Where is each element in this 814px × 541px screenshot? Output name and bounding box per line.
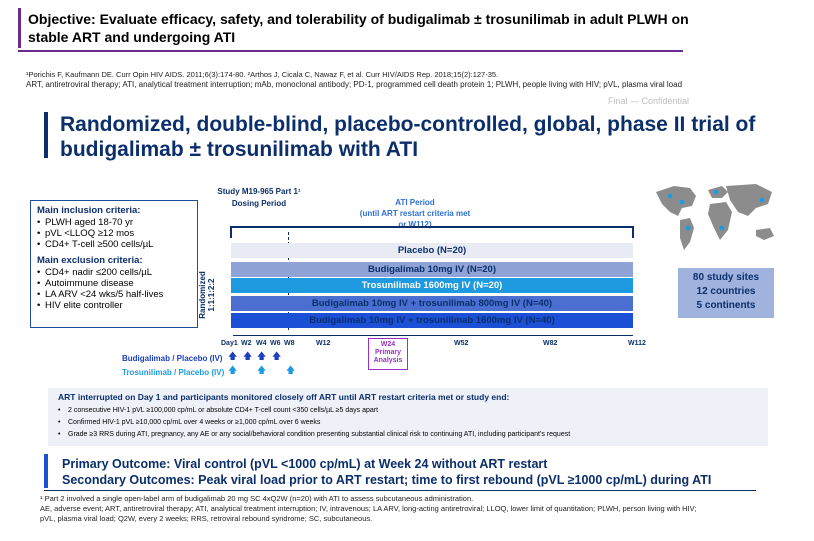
arm-trosunilimab: Trosunilimab 1600mg IV (N=20) [231, 278, 633, 293]
randomized-label-container: Randomized 1:1:1:2:2 [196, 262, 216, 322]
arm-combo-1600: Budigalimab 10mg IV + trosunilimab 1600m… [231, 313, 633, 328]
randomized-label: Randomized 1:1:1:2:2 [198, 271, 216, 319]
references: ¹Porichis F, Kaufmann DE. Curr Opin HIV … [26, 70, 806, 90]
ghost-watermark-text: Final — Confidential [608, 96, 690, 106]
arm-placebo: Placebo (N=20) [231, 243, 633, 258]
study-id: Study M19-965 Part 1¹ [217, 187, 301, 196]
secondary-outcome: Secondary Outcomes: Peak viral load prio… [62, 473, 712, 487]
exclusion-item: HIV elite controller [37, 300, 191, 311]
timeline-tick: W82 [543, 340, 558, 347]
inclusion-item: pVL <LLOQ ≥12 mos [37, 228, 191, 239]
stat-continents: 5 continents [696, 300, 756, 311]
arm-combo-800: Budigalimab 10mg IV + trosunilimab 800mg… [231, 296, 633, 311]
art-criteria-list: 2 consecutive HIV-1 pVL ≥100,000 cp/mL o… [58, 405, 758, 441]
inclusion-list: PLWH aged 18-70 yr pVL <LLOQ ≥12 mos CD4… [37, 217, 191, 250]
timeline-tick: W52 [454, 340, 469, 347]
footnote-line: ¹ Part 2 involved a single open-label ar… [40, 494, 474, 503]
primary-outcome: Primary Outcome: Viral control (pVL <100… [62, 457, 548, 471]
dose-arrow-icon: 🡅 [243, 351, 253, 361]
timeline-axis [233, 335, 633, 336]
inclusion-heading: Main inclusion criteria: [37, 205, 141, 216]
exclusion-item: CD4+ nadir ≤200 cells/µL [37, 267, 191, 278]
dose-arrow-icon: 🡅 [272, 351, 282, 361]
dose-arrow-icon: 🡅 [228, 351, 238, 361]
dose-arrow-icon: 🡅 [286, 365, 296, 375]
exclusion-list: CD4+ nadir ≤200 cells/µL Autoimmune dise… [37, 267, 191, 311]
stat-countries: 12 countries [696, 286, 756, 297]
dose-arrow-icon: 🡅 [228, 365, 238, 375]
timeline-tick: W4 [256, 340, 267, 347]
dose-arrow-icon: 🡅 [257, 351, 267, 361]
art-criteria-item: 2 consecutive HIV-1 pVL ≥100,000 cp/mL o… [58, 405, 758, 417]
criteria-box: Main inclusion criteria: PLWH aged 18-70… [30, 200, 198, 328]
timeline-tick: W8 [284, 340, 295, 347]
world-map-icon [656, 184, 774, 250]
footnote-line: pVL, plasma viral load; Q2W, every 2 wee… [40, 514, 373, 523]
art-criteria-item: Grade ≥3 RRS during ATI, pregnancy, any … [58, 429, 758, 441]
outcomes-block: Primary Outcome: Viral control (pVL <100… [62, 456, 802, 488]
dose-arrow-icon: 🡅 [257, 365, 267, 375]
budigalimab-dosing-label: Budigalimab / Placebo (IV) [122, 354, 223, 363]
ati-period-label: ATI Period [395, 198, 435, 207]
study-stats-box: 80 study sites 12 countries 5 continents [678, 268, 774, 318]
ati-period-sublabel: (until ART restart criteria met or W112) [359, 209, 471, 229]
w24-sublabel: Primary Analysis [373, 349, 403, 364]
timeline-tick: W12 [316, 340, 331, 347]
footnotes: ¹ Part 2 involved a single open-label ar… [40, 494, 800, 524]
inclusion-item: CD4+ T-cell ≥500 cells/µL [37, 239, 191, 250]
timeline-tick: W2 [241, 340, 252, 347]
inclusion-item: PLWH aged 18-70 yr [37, 217, 191, 228]
art-criteria-item: Confirmed HIV-1 pVL ≥10,000 cp/mL over 4… [58, 417, 758, 429]
w24-label: W24 [380, 341, 396, 348]
exclusion-item: LA ARV <24 wks/5 half-lives [37, 289, 191, 300]
abbreviations-line: ART, antiretroviral therapy; ATI, analyt… [26, 80, 683, 89]
study-label: Study M19-965 Part 1¹ Dosing Period [214, 186, 304, 210]
slide-title: Randomized, double-blind, placebo-contro… [60, 113, 756, 161]
objective-underline [18, 50, 683, 52]
dosing-period-label: Dosing Period [231, 199, 287, 208]
outcomes-accent-bar [44, 454, 48, 488]
timeline-tick: Day1 [221, 340, 238, 347]
outcomes-underline [44, 490, 756, 491]
ati-label: ATI Period (until ART restart criteria m… [355, 197, 475, 230]
art-heading: ART interrupted on Day 1 and participant… [58, 392, 510, 402]
trosunilimab-dosing-label: Trosunilimab / Placebo (IV) [122, 368, 225, 377]
title-accent-bar [44, 112, 48, 158]
art-restart-criteria-box: ART interrupted on Day 1 and participant… [48, 388, 768, 446]
objective-accent-bar [18, 8, 21, 48]
objective-text: Objective: Evaluate efficacy, safety, an… [28, 11, 689, 45]
exclusion-item: Autoimmune disease [37, 278, 191, 289]
footnote-line: AE, adverse event; ART, antiretroviral t… [40, 504, 697, 513]
exclusion-heading: Main exclusion criteria: [37, 255, 143, 266]
arm-budigalimab: Budigalimab 10mg IV (N=20) [231, 262, 633, 277]
reference-line: ¹Porichis F, Kaufmann DE. Curr Opin HIV … [26, 70, 499, 79]
timeline-tick: W6 [270, 340, 281, 347]
stat-sites: 80 study sites [692, 272, 760, 283]
w24-primary-analysis-box: W24 Primary Analysis [368, 338, 408, 370]
timeline-tick: W112 [628, 340, 646, 347]
arms-bracket [230, 226, 634, 238]
